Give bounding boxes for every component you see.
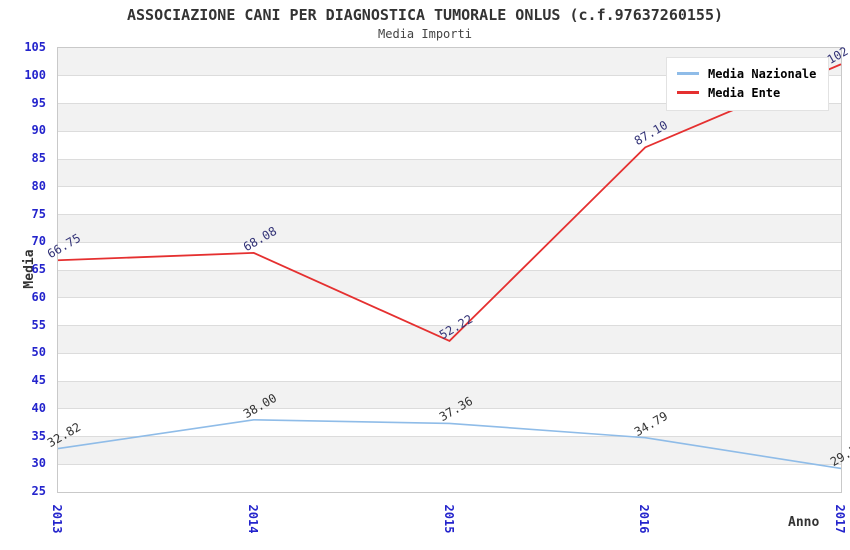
plot-area: 32.82 38.00 37.36 34.79 29.24 66.75 68.08 52.22…: [45, 33, 850, 493]
gridline: [58, 408, 841, 410]
legend-label-media-nazionale: Media Nazionale: [708, 66, 817, 81]
y-tick-label: 70: [31, 234, 46, 249]
legend-item-media-nazionale: Media Nazionale: [677, 64, 816, 83]
y-tick-label: 30: [31, 456, 46, 471]
series-line-media-nazionale: [57, 419, 842, 470]
chart-title: ASSOCIAZIONE CANI PER DIAGNOSTICA TUMORA…: [126, 6, 724, 24]
y-tick-label: 75: [31, 206, 46, 221]
x-tick-label: 2013: [50, 504, 64, 534]
legend-swatch-media-ente: [677, 91, 699, 94]
gridline: [58, 352, 841, 354]
gridline: [58, 325, 841, 326]
gridline: [58, 463, 841, 465]
y-tick-label: 35: [31, 428, 46, 443]
y-tick-label: 85: [31, 151, 46, 165]
y-tick-label: 25: [31, 484, 46, 498]
y-tick-label: 105: [24, 40, 46, 54]
x-tick-label: 2016: [637, 504, 652, 534]
gridline: [58, 158, 841, 160]
chart-subtitle: Media Importi: [378, 27, 472, 41]
gridline: [58, 436, 841, 437]
legend-item-media-ente: Media Ente: [677, 83, 816, 102]
x-axis-title: Anno: [788, 515, 820, 530]
x-tick-label: 2015: [441, 504, 456, 534]
gridline: [58, 130, 841, 132]
y-tick-label: 80: [31, 178, 46, 193]
series-lines: [57, 63, 842, 470]
gridline: [58, 269, 841, 271]
gridline: [58, 241, 841, 243]
y-tick-label: 45: [31, 373, 46, 387]
x-tick-label: 2017: [833, 504, 847, 534]
gridline: [58, 186, 841, 188]
y-tick-label: 55: [31, 317, 46, 332]
legend: Media Nazionale Media Ente: [666, 57, 830, 111]
y-tick-label: 100: [24, 67, 46, 82]
gridline: [58, 103, 841, 104]
gridline: [58, 297, 841, 299]
y-tick-label: 50: [31, 345, 46, 360]
y-tick-label: 90: [31, 123, 46, 138]
y-tick-label: 95: [31, 95, 46, 110]
series-line-media-ente: [57, 63, 842, 343]
x-tick-label: 2014: [245, 504, 260, 534]
y-tick-label: 65: [31, 262, 46, 276]
y-tick-label: 40: [31, 400, 46, 415]
legend-label-media-ente: Media Ente: [708, 85, 781, 100]
gridline: [58, 214, 841, 215]
gridline: [58, 75, 841, 77]
legend-swatch-media-nazionale: [677, 72, 699, 75]
gridline: [58, 380, 841, 382]
y-tick-label: 60: [31, 289, 46, 304]
